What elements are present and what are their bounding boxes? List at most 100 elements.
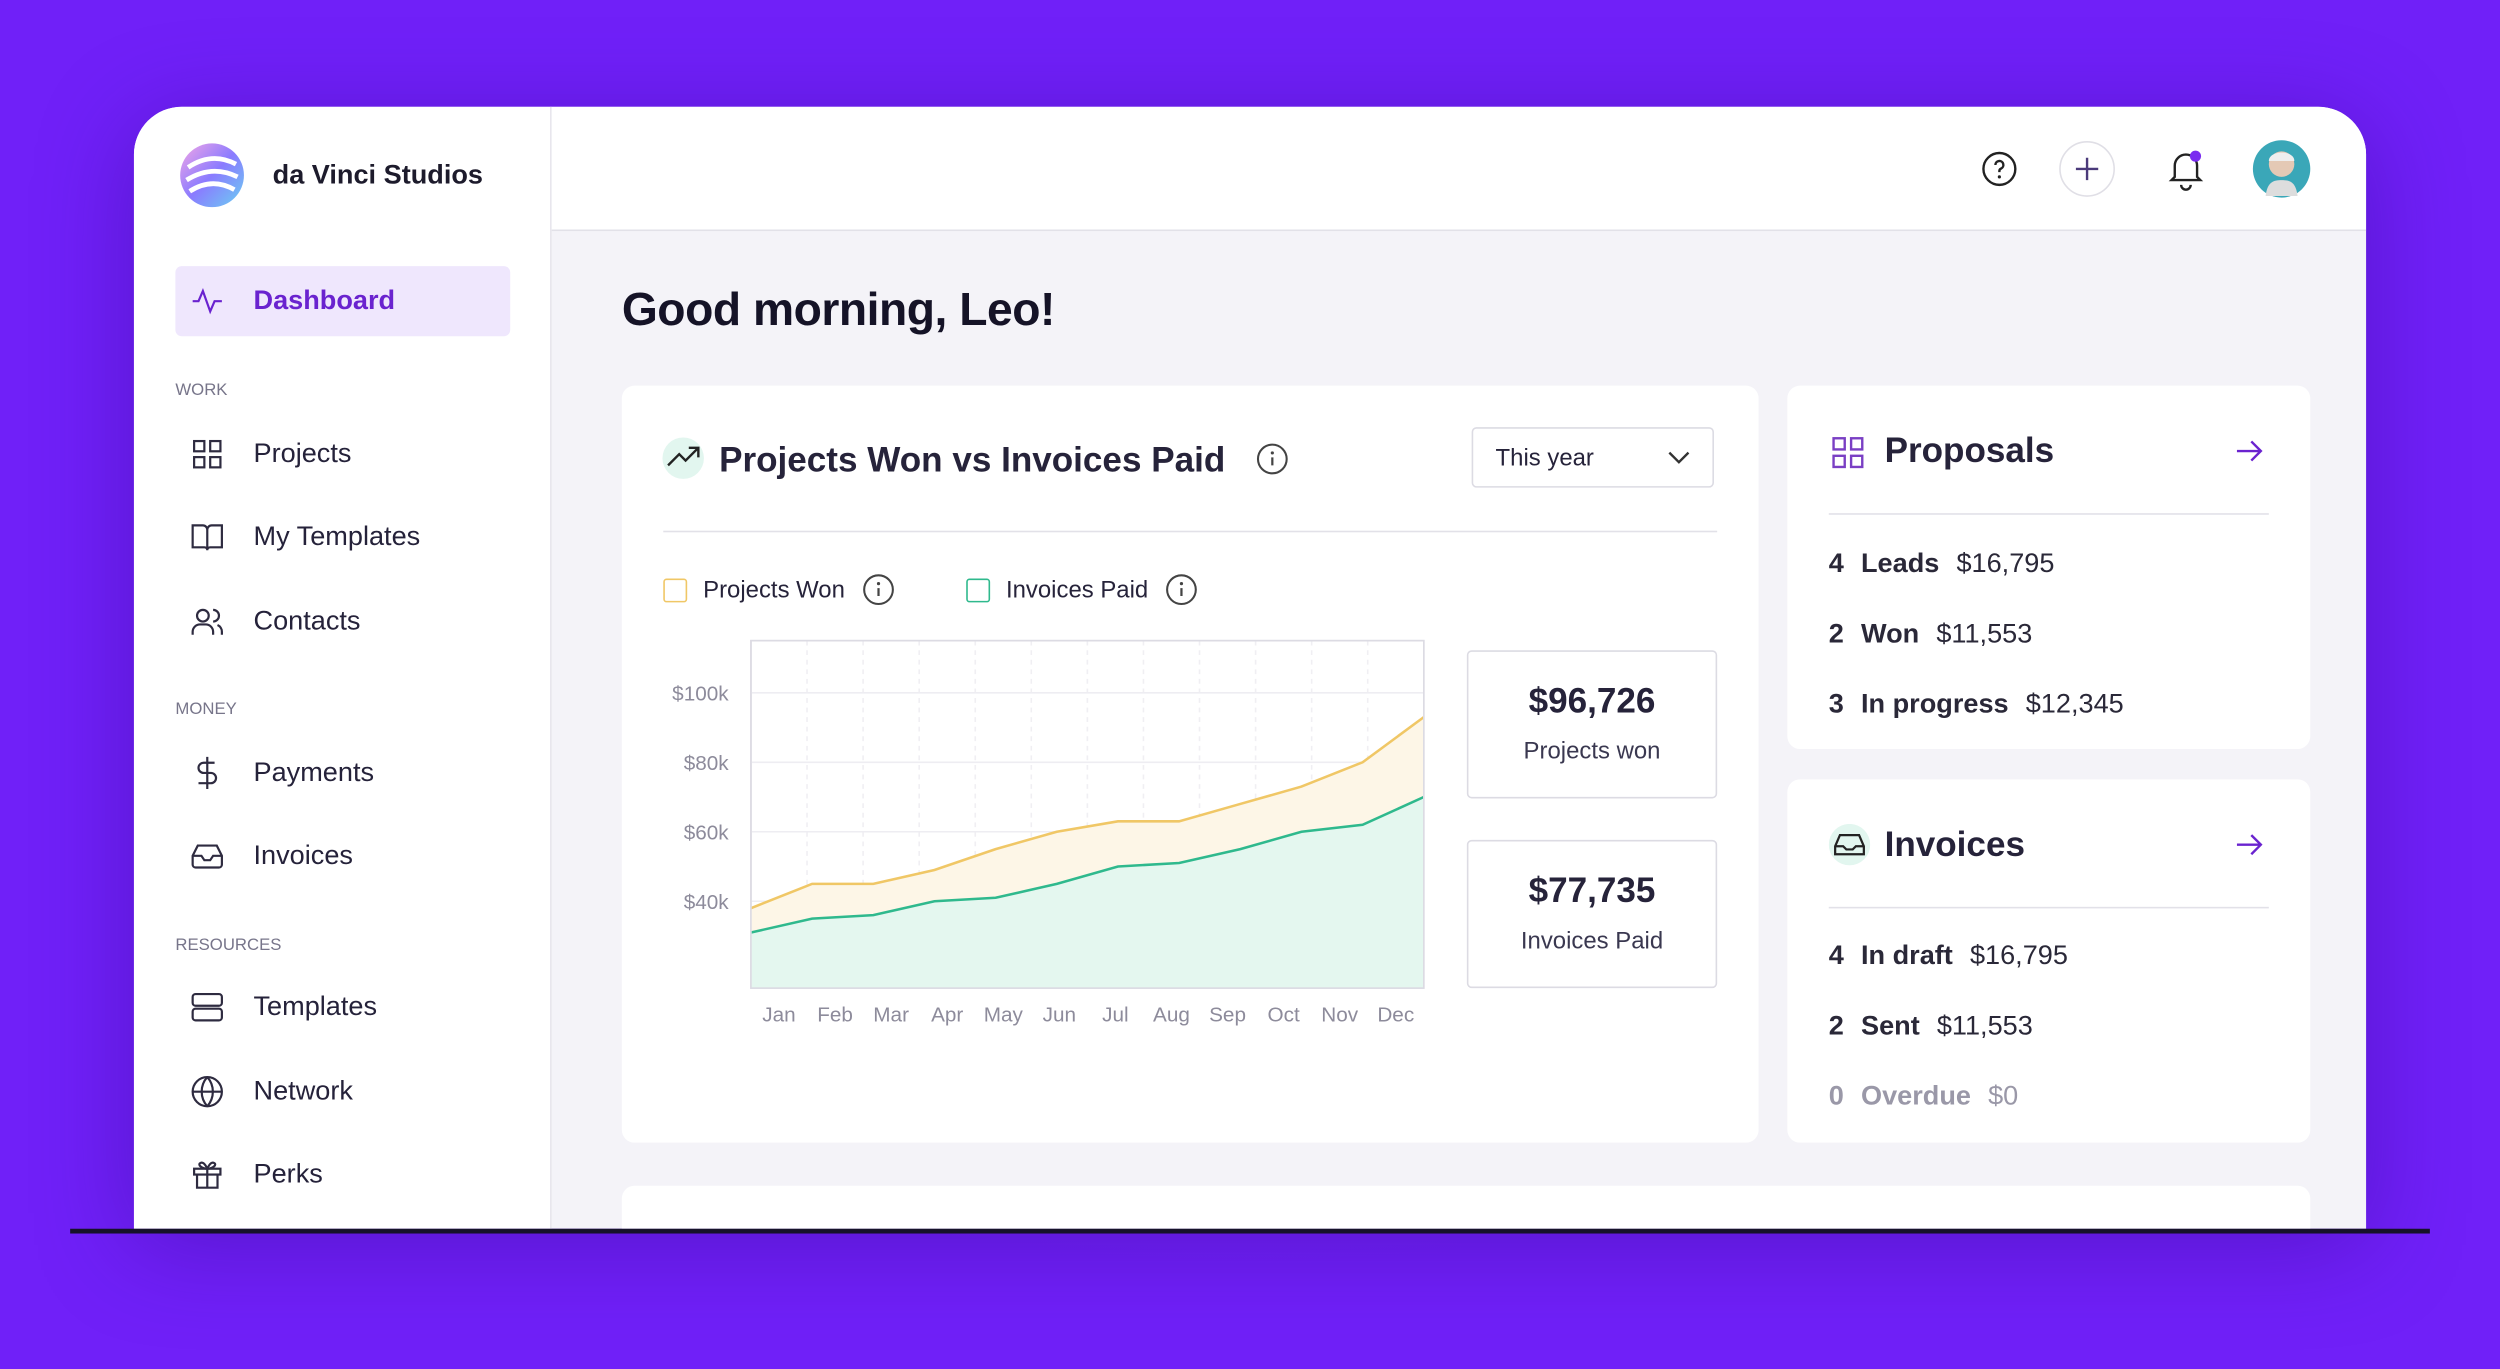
- info-icon[interactable]: [1255, 441, 1290, 476]
- section-title: RESOURCES: [175, 935, 282, 955]
- nav-invoices[interactable]: Invoices: [175, 821, 510, 891]
- count: 2: [1828, 1010, 1844, 1041]
- stat-row: 4 In draft $16,795: [1829, 940, 2068, 972]
- nav-label: Contacts: [253, 605, 361, 636]
- legend-swatch: [966, 577, 991, 602]
- chart-card: Projects Won vs Invoices Paid This year …: [621, 385, 1759, 1143]
- legend-item[interactable]: Invoices Paid: [966, 572, 1199, 607]
- count: 4: [1828, 940, 1844, 971]
- amount: $0: [1988, 1080, 2019, 1111]
- series-line: [750, 716, 1425, 910]
- legend: Projects Won Invoices Paid: [663, 572, 1199, 607]
- plot-border: [750, 639, 1425, 989]
- nav-label: Templates: [253, 991, 378, 1022]
- screen-edge: [70, 1228, 2430, 1234]
- card-title: Proposals: [1884, 430, 2055, 471]
- total-label: Invoices Paid: [1520, 927, 1664, 955]
- divider: [663, 530, 1718, 533]
- invoices-icon: [1828, 823, 1871, 866]
- x-tick-label: Jul: [1102, 1004, 1129, 1027]
- y-tick-label: $40k: [684, 891, 730, 914]
- label: Won: [1860, 618, 1920, 649]
- sidebar: da Vinci Studios Dashboard WORK Projects…: [133, 106, 552, 1229]
- x-tick-label: Aug: [1153, 1004, 1190, 1027]
- info-icon[interactable]: [1164, 572, 1199, 607]
- total-value: $96,726: [1528, 680, 1656, 721]
- stat-row: 2 Won $11,553: [1829, 618, 2033, 650]
- nav-contacts[interactable]: Contacts: [175, 586, 510, 656]
- legend-label: Projects Won: [703, 576, 845, 604]
- proposals-card: Proposals 4 Leads $16,795 2 Won $11,553 …: [1787, 385, 2311, 750]
- stat-row: 4 Leads $16,795: [1829, 548, 2055, 580]
- amount: $16,795: [1969, 940, 2068, 971]
- amount: $12,345: [2025, 688, 2124, 719]
- app-window: da Vinci Studios Dashboard WORK Projects…: [133, 106, 2367, 1229]
- stat-row: 0 Overdue $0: [1829, 1081, 2018, 1113]
- x-tick-label: May: [984, 1004, 1024, 1027]
- chart-icon: [662, 437, 704, 479]
- nav-my-templates[interactable]: My Templates: [175, 502, 510, 572]
- stat-row: 3 In progress $12,345: [1829, 688, 2124, 720]
- nav-dashboard[interactable]: Dashboard: [175, 266, 511, 337]
- legend-swatch: [663, 577, 688, 602]
- nav-network[interactable]: Network: [175, 1057, 510, 1127]
- top-bar: [551, 106, 2367, 232]
- x-tick-label: Dec: [1377, 1004, 1414, 1027]
- x-tick-label: Nov: [1321, 1004, 1358, 1027]
- y-tick-label: $60k: [684, 822, 730, 845]
- amount: $11,553: [1936, 618, 2033, 649]
- nav-label: Payments: [253, 757, 375, 788]
- notifications-button[interactable]: [2165, 147, 2206, 192]
- label: In progress: [1860, 688, 2009, 719]
- divider: [1828, 513, 2269, 515]
- nav-templates[interactable]: Templates: [175, 972, 510, 1042]
- nav-perks[interactable]: Perks: [175, 1139, 510, 1209]
- legend-label: Invoices Paid: [1005, 576, 1149, 604]
- open-link[interactable]: [2234, 830, 2266, 859]
- greeting: Good morning, Leo!: [621, 285, 1056, 337]
- chart-title: Projects Won vs Invoices Paid: [719, 439, 1226, 480]
- period-select[interactable]: This year: [1471, 427, 1714, 488]
- label: Sent: [1860, 1010, 1920, 1041]
- help-button[interactable]: [1980, 150, 2018, 188]
- brand-name: da Vinci Studios: [272, 159, 484, 190]
- count: 0: [1828, 1080, 1844, 1111]
- info-icon[interactable]: [861, 572, 896, 607]
- series-line: [750, 795, 1425, 934]
- add-button[interactable]: [2058, 140, 2115, 197]
- period-label: This year: [1495, 443, 1594, 471]
- total-label: Projects won: [1523, 737, 1661, 765]
- x-tick-label: Apr: [931, 1004, 963, 1027]
- count: 4: [1828, 548, 1844, 579]
- count: 3: [1828, 688, 1844, 719]
- open-link[interactable]: [2234, 437, 2266, 466]
- chart: $40k $60k $80k $100k Jan Feb Mar Apr May Jun Jul Au…: [672, 639, 1425, 1027]
- label: Leads: [1860, 548, 1940, 579]
- count: 2: [1828, 618, 1844, 649]
- label: In draft: [1860, 940, 1953, 971]
- amount: $11,553: [1936, 1010, 2033, 1041]
- y-tick-label: $80k: [684, 752, 730, 775]
- card-title: Invoices: [1884, 823, 2025, 864]
- nav-label: Invoices: [253, 839, 353, 871]
- x-tick-label: Feb: [817, 1004, 853, 1027]
- stat-row: 2 Sent $11,553: [1829, 1010, 2033, 1042]
- x-tick-label: Oct: [1268, 1004, 1300, 1027]
- legend-item[interactable]: Projects Won: [663, 572, 896, 607]
- total-box: $96,726 Projects won: [1466, 650, 1718, 799]
- x-tick-label: Jan: [762, 1004, 795, 1027]
- section-title: MONEY: [175, 699, 237, 719]
- nav-projects[interactable]: Projects: [175, 419, 510, 489]
- amount: $16,795: [1956, 548, 2055, 579]
- avatar[interactable]: [2251, 139, 2312, 200]
- label: Overdue: [1860, 1080, 1971, 1111]
- nav-label: Perks: [253, 1158, 323, 1189]
- total-box: $77,735 Invoices Paid: [1466, 839, 1718, 989]
- section-title: WORK: [175, 380, 228, 401]
- x-tick-label: Mar: [873, 1004, 909, 1027]
- logo: [180, 143, 244, 208]
- nav-label: Dashboard: [253, 285, 396, 316]
- nav-payments[interactable]: Payments: [175, 738, 510, 808]
